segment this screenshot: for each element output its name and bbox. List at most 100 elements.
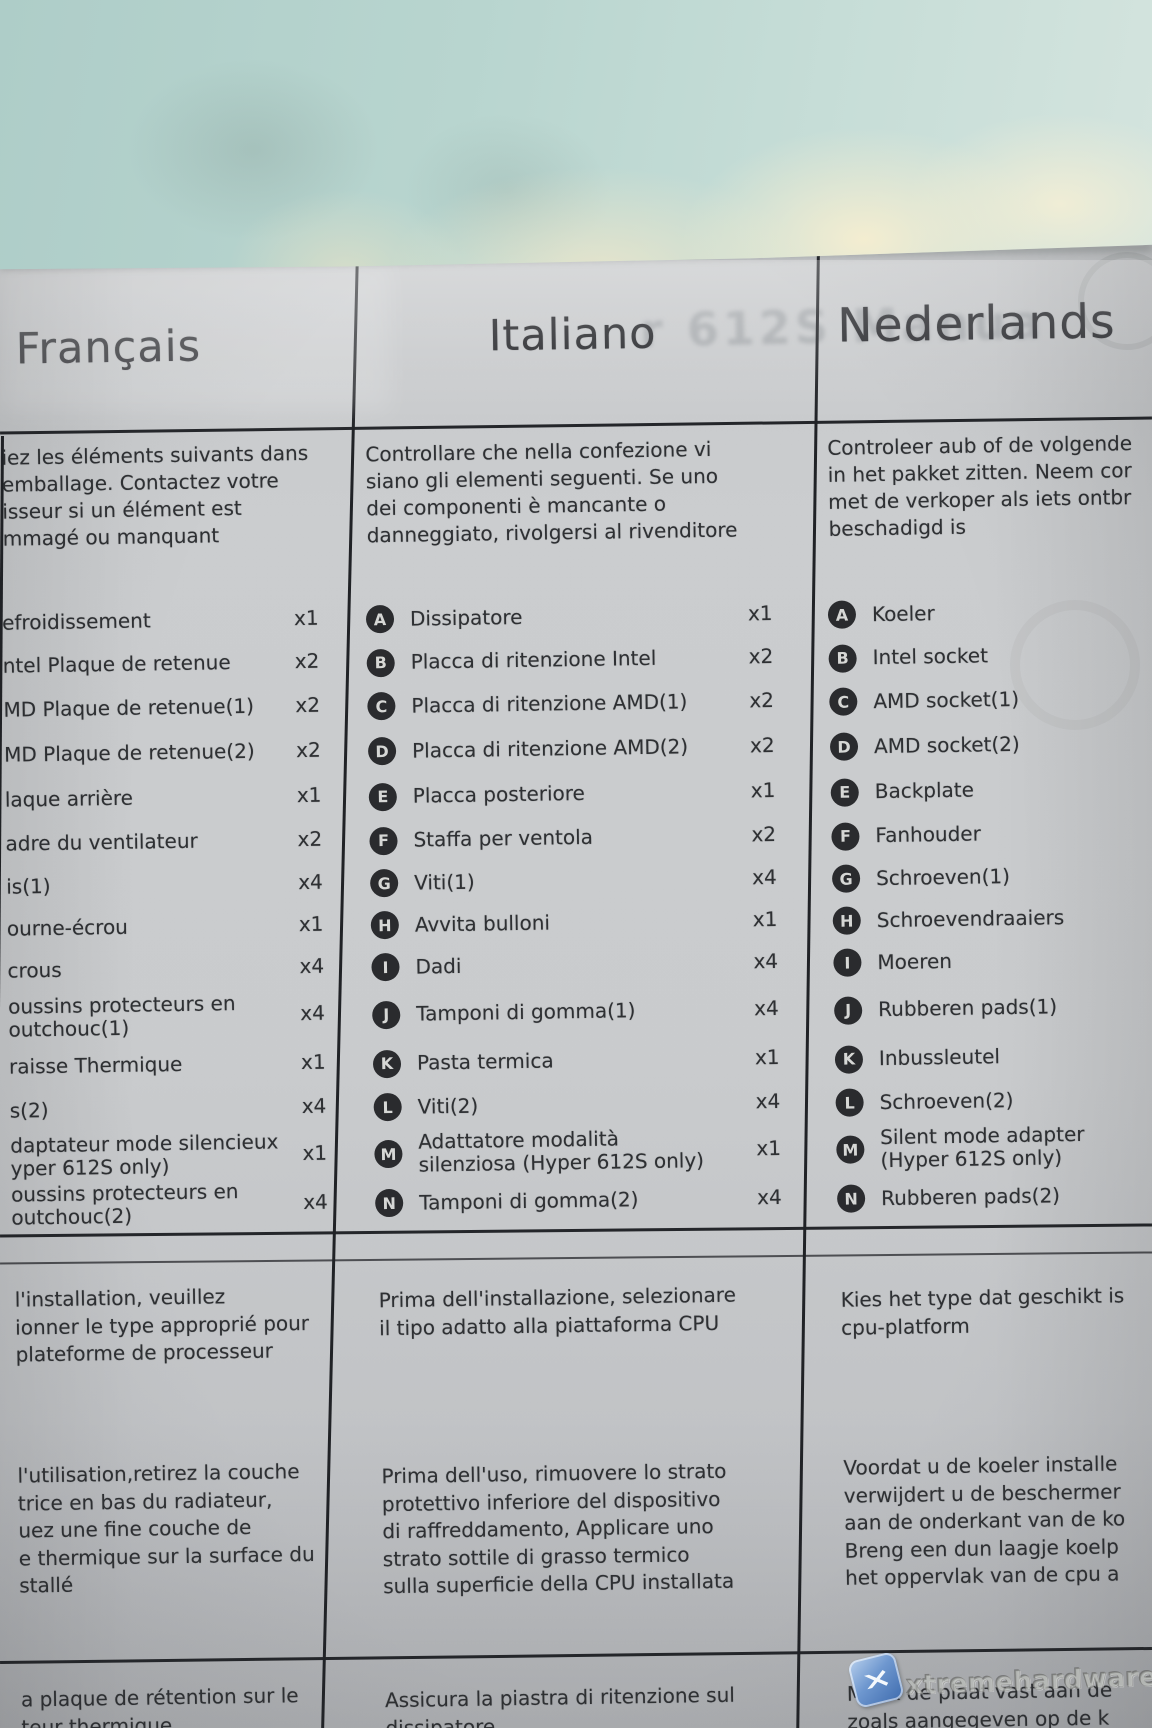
item-label: efroidissement	[1, 607, 151, 635]
list-item: F Fanhouder	[831, 808, 1152, 858]
list-item: laque arrière x1	[5, 772, 344, 822]
list-item: efroidissement x1	[2, 595, 341, 644]
list-item: B Placca di ritenzione Intel x2	[366, 635, 795, 685]
item-letter-badge: H	[832, 906, 861, 935]
list-item: J Tamponi di gomma(1) x4	[372, 982, 801, 1042]
item-label: Backplate	[874, 777, 975, 804]
item-letter-badge: K	[372, 1049, 402, 1078]
item-label: Koeler	[871, 600, 935, 626]
item-letter-badge: B	[366, 648, 395, 677]
item-quantity: x1	[296, 782, 322, 808]
item-label: Schroevendraaiers	[876, 904, 1065, 932]
xtremehardware-logo-icon	[846, 1650, 906, 1710]
item-label: Intel socket	[872, 643, 989, 670]
intro-paragraph-nl: Controleer aub of de volgende in het pak…	[827, 431, 1133, 541]
item-label: Fanhouder	[875, 821, 982, 848]
item-label: Inbussleutel	[878, 1044, 1001, 1071]
item-quantity: x4	[298, 869, 323, 894]
watermark-site-text: xtremehardware.it	[905, 1661, 1152, 1702]
item-label: Adattatore modalità silenziosa (Hyper 61…	[418, 1126, 705, 1177]
item-quantity: x1	[754, 1044, 780, 1070]
item-quantity: x4	[300, 1000, 326, 1026]
select-type-text-it: Prima dell'installazione, selezionare il…	[378, 1282, 737, 1340]
list-item: s(2) x4	[9, 1084, 348, 1131]
list-item: is(1) x4	[6, 860, 345, 907]
gloss-reflection	[0, 0, 1152, 270]
item-letter-badge: C	[367, 691, 396, 721]
list-item: M Adattatore modalità silenziosa (Hyper …	[374, 1122, 803, 1181]
item-label: Schroeven(1)	[875, 863, 1011, 890]
item-letter-badge: C	[829, 687, 858, 716]
item-quantity: x2	[749, 687, 775, 712]
item-quantity: x1	[750, 777, 776, 803]
watermark: xtremehardware.it	[846, 1650, 1152, 1720]
list-item: daptateur mode silencieux yper 612S only…	[10, 1126, 349, 1183]
list-item: ntel Plaque de retenue x2	[2, 639, 341, 687]
list-item: B Intel socket	[828, 630, 1152, 680]
list-item: K Inbussleutel	[834, 1030, 1152, 1082]
item-quantity: x1	[302, 1140, 328, 1165]
item-quantity: x4	[301, 1093, 327, 1118]
list-item: A Dissipatore x1	[365, 591, 795, 642]
item-quantity: x4	[756, 1184, 782, 1209]
item-letter-badge: A	[365, 604, 395, 634]
parts-list-it: A Dissipatore x1 B Placca di ritenzione …	[365, 591, 804, 1227]
showthrough-logo-ring	[1078, 252, 1152, 350]
item-quantity: x1	[747, 600, 773, 625]
list-item: E Placca posteriore x1	[368, 768, 797, 820]
item-label: MD Plaque de retenue(1)	[3, 693, 255, 722]
item-label: Dissipatore	[409, 604, 523, 631]
item-letter-badge: F	[831, 821, 860, 851]
select-type-text-fr: l'installation, veuillez ionner le type …	[14, 1284, 310, 1367]
item-letter-badge: G	[831, 864, 861, 893]
item-quantity: x4	[755, 1088, 781, 1113]
list-item: D Placca di ritenzione AMD(2) x2	[367, 722, 797, 775]
language-header-nederlands: Nederlands	[837, 294, 1116, 354]
list-item: L Schroeven(2)	[835, 1075, 1152, 1124]
item-letter-badge: M	[374, 1139, 403, 1169]
list-item: D AMD socket(2)	[829, 717, 1152, 770]
item-letter-badge: M	[836, 1135, 865, 1164]
item-letter-badge: B	[828, 643, 857, 673]
item-label: Tamponi di gomma(1)	[416, 998, 636, 1026]
item-letter-badge: D	[829, 732, 859, 761]
list-item: ourne-écrou x1	[7, 902, 346, 949]
intro-paragraph-it: Controllare che nella confezione vi sian…	[365, 436, 738, 548]
item-quantity: x2	[751, 821, 777, 847]
language-header-francais: Français	[15, 321, 202, 375]
list-item: H Schroevendraaiers	[832, 893, 1152, 942]
item-label: oussins protecteurs en outchouc(1)	[7, 990, 236, 1042]
list-item: adre du ventilateur x2	[5, 817, 344, 865]
item-label: MD Plaque de retenue(2)	[3, 738, 255, 767]
list-item: raisse Thermique x1	[9, 1039, 348, 1089]
prepare-text-nl: Voordat u de koeler installe verwijdert …	[843, 1451, 1126, 1590]
list-item: A Koeler	[827, 586, 1152, 637]
item-quantity: x2	[294, 648, 320, 674]
list-item: N Tamponi di gomma(2) x4	[374, 1174, 804, 1227]
item-letter-badge: K	[834, 1044, 864, 1074]
item-letter-badge: D	[367, 736, 397, 766]
list-item: M Silent mode adapter (Hyper 612S only)	[836, 1117, 1152, 1176]
item-label: ntel Plaque de retenue	[2, 650, 231, 678]
column-nederlands: Nederlands Controleer aub of de volgende…	[798, 0, 1152, 1728]
language-header-italiano: Italiano	[488, 308, 657, 362]
item-label: crous	[7, 957, 62, 983]
item-label: Staffa per ventola	[413, 824, 594, 852]
item-label: Tamponi di gomma(2)	[419, 1186, 639, 1215]
list-item: crous x4	[7, 944, 346, 991]
item-letter-badge: F	[369, 826, 398, 855]
list-item: N Rubberen pads(2)	[836, 1169, 1152, 1222]
secure-plate-text-fr: a plaque de rétention sur le teur thermi…	[20, 1683, 299, 1728]
list-item: I Moeren	[833, 935, 1152, 984]
showthrough-diagram-ring	[1010, 600, 1140, 730]
item-quantity: x1	[752, 906, 778, 931]
item-quantity: x2	[295, 692, 321, 717]
item-label: Rubberen pads(2)	[880, 1182, 1061, 1210]
item-letter-badge: L	[373, 1092, 402, 1122]
item-label: is(1)	[6, 873, 51, 899]
item-label: Placca posteriore	[412, 780, 586, 808]
item-quantity: x1	[293, 605, 319, 630]
item-quantity: x1	[298, 911, 324, 936]
list-item: L Viti(2) x4	[373, 1080, 802, 1129]
